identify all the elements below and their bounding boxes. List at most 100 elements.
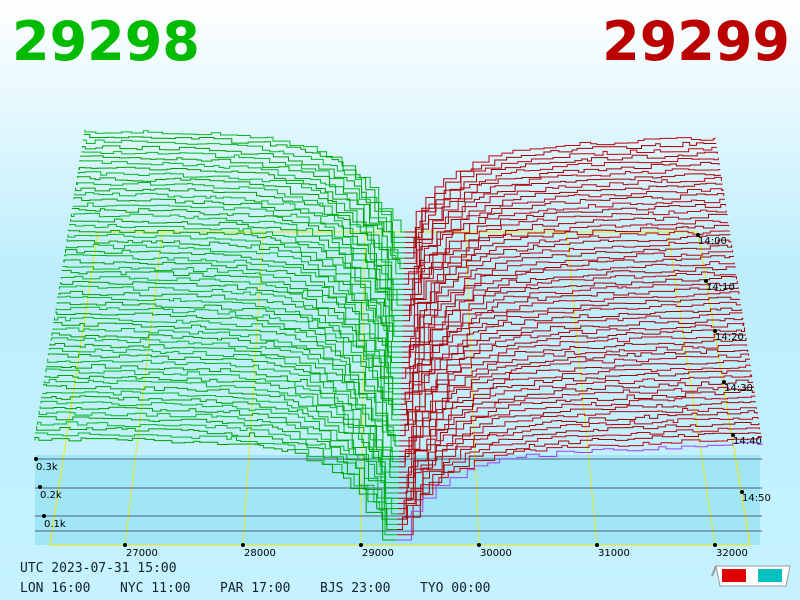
bid-curve xyxy=(53,322,400,426)
ask-curve xyxy=(404,168,721,264)
bid-curve xyxy=(42,390,399,494)
ask-curve xyxy=(403,203,726,301)
bid-curve xyxy=(47,358,400,463)
floor-edge xyxy=(49,231,751,546)
bid-curve xyxy=(49,342,400,447)
bid-curve xyxy=(48,348,400,452)
bid-curve xyxy=(58,290,401,395)
bid-curve xyxy=(71,207,403,311)
utc-time: UTC 2023-07-31 15:00 xyxy=(20,561,177,576)
floor-line xyxy=(124,231,163,546)
ask-curve xyxy=(401,261,735,358)
bid-curve xyxy=(81,145,405,249)
tick-dot xyxy=(42,514,46,518)
ask-curve xyxy=(398,386,754,484)
ask-curve xyxy=(402,244,733,343)
tick-dot xyxy=(477,543,481,547)
tick-dot xyxy=(713,543,717,547)
bid-curve xyxy=(80,155,405,259)
tick-dot xyxy=(696,233,700,237)
tick-dot xyxy=(704,279,708,283)
bid-curve xyxy=(39,406,398,510)
floor-shade xyxy=(35,455,760,545)
ask-curve xyxy=(400,307,742,405)
ask-curve xyxy=(401,287,739,384)
tick-dot xyxy=(38,485,42,489)
ask-curve xyxy=(400,322,745,421)
bid-curve xyxy=(72,202,404,306)
ask-curve xyxy=(401,271,737,369)
bid-curve xyxy=(59,285,401,390)
bid-curve xyxy=(61,270,402,374)
time-label: 14:10 xyxy=(706,282,735,293)
bid-curve xyxy=(76,182,404,285)
ask-price: 29299 xyxy=(602,10,790,73)
ask-curve xyxy=(398,370,752,468)
tick-dot xyxy=(713,329,717,333)
ask-curve xyxy=(401,275,738,374)
price-label: 31000 xyxy=(598,548,630,559)
bid-curve xyxy=(41,395,399,499)
tick-dot xyxy=(34,457,38,461)
bid-curve xyxy=(45,368,399,473)
price-label: 32000 xyxy=(716,548,748,559)
ask-curve xyxy=(403,193,725,290)
bid-curve xyxy=(76,176,404,280)
ask-curve xyxy=(397,442,763,541)
time-label: 14:50 xyxy=(742,493,771,504)
bid-curve xyxy=(78,166,405,270)
ask-curve xyxy=(397,410,758,510)
bid-curve xyxy=(74,192,404,296)
bid-curve xyxy=(70,212,403,317)
ask-curve xyxy=(398,389,755,489)
ask-curve xyxy=(399,333,746,431)
ask-curve xyxy=(398,379,753,478)
ask-curve xyxy=(399,358,750,457)
bid-curve xyxy=(73,197,404,301)
bid-curve xyxy=(50,337,400,442)
price-label: 30000 xyxy=(480,548,512,559)
glasses-icon xyxy=(711,565,791,587)
bid-curve xyxy=(44,374,399,478)
ask-curve xyxy=(399,337,747,437)
bid-curve xyxy=(52,327,400,431)
bid-curve xyxy=(53,316,401,421)
time-label: 14:20 xyxy=(715,332,744,343)
ask-curve xyxy=(403,176,722,275)
bid-curve xyxy=(37,416,398,520)
depth-curves xyxy=(34,129,763,541)
ask-curve xyxy=(398,401,757,499)
ask-curve xyxy=(399,353,749,452)
price-label: 29000 xyxy=(362,548,394,559)
ask-curve xyxy=(399,364,751,463)
ask-curve xyxy=(404,146,718,243)
ask-curve xyxy=(404,157,719,254)
ask-curve xyxy=(399,327,745,426)
ask-curve xyxy=(402,239,732,337)
ask-curve xyxy=(403,209,727,306)
ask-curve xyxy=(397,432,761,531)
ask-curve xyxy=(399,344,748,442)
bid-curve xyxy=(34,437,397,541)
ask-curve xyxy=(404,161,720,259)
ask-curve xyxy=(401,266,736,364)
tick-dot xyxy=(241,543,245,547)
ask-curve xyxy=(397,407,757,504)
price-label: 27000 xyxy=(126,548,158,559)
ask-curve xyxy=(400,296,741,395)
bid-curve xyxy=(82,139,405,243)
clock: BJS 23:00 xyxy=(320,581,390,596)
ask-curve xyxy=(400,301,741,400)
ask-curve xyxy=(397,422,760,520)
price-label: 28000 xyxy=(244,548,276,559)
time-label: 14:30 xyxy=(724,383,753,394)
ask-curve xyxy=(400,291,740,390)
axis-labels: 27000 28000 29000 30000 31000 32000 14:00 14:10… xyxy=(34,233,771,559)
bid-curve xyxy=(51,332,400,437)
ask-curve xyxy=(402,234,731,332)
ask-curve xyxy=(404,173,722,270)
bid-curve xyxy=(56,301,401,405)
bid-curve xyxy=(42,384,399,489)
bid-curve xyxy=(75,187,404,290)
